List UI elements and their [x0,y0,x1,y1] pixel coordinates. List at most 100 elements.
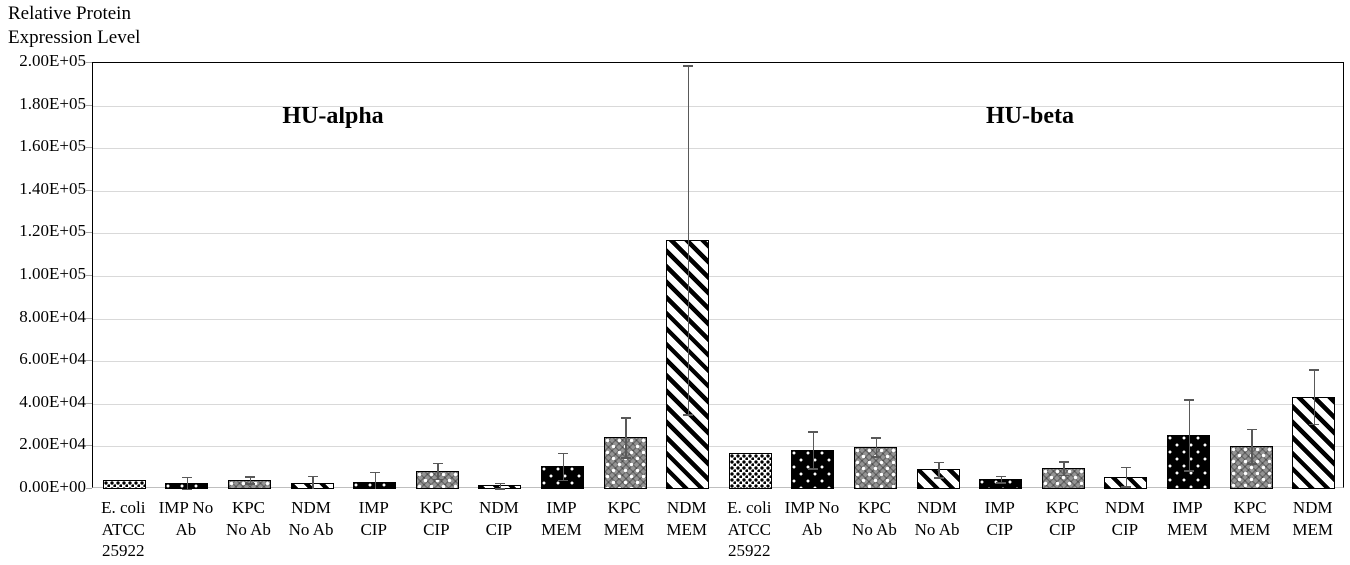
y-axis-tick [86,189,92,191]
x-axis-tick-label-line: NDM [666,498,707,517]
gridline [93,446,1343,448]
y-axis-tick [86,147,92,149]
x-axis-tick-label-line: E. coli [727,498,772,517]
error-bar-cap-top [1184,399,1194,401]
x-axis-tick-label-line: Ab [175,519,197,539]
error-bar-cap-top [933,461,944,464]
gridline [93,105,1343,107]
error-bar-cap-top [558,452,568,455]
y-axis-tick-label: 2.00E+05 [19,51,86,70]
x-axis-tick-label-line: ATCC [727,519,772,539]
error-bar-cap-bottom [933,477,944,479]
x-axis-tick-label-line: NDM [1105,498,1145,517]
x-axis-tick-label-line: MEM [1292,519,1333,539]
error-bar-cap-top [1246,428,1257,430]
y-axis-tick-label: 1.60E+05 [19,136,86,156]
x-axis-tick-label-line: MEM [1167,519,1208,539]
error-bar-cap-top [432,462,443,465]
x-axis-tick-label-line: CIP [1049,519,1076,539]
x-axis-tick-label-line: No Ab [914,519,960,539]
y-axis-tick [86,62,92,63]
error-bar-cap-top [370,471,381,474]
error-bar-cap-top [1058,461,1069,463]
x-axis-tick-label: IMP No Ab [151,497,222,540]
y-axis-tick [86,445,92,447]
error-bar-cap-top [307,475,318,478]
x-axis-tick-label-line: E. coli [101,498,146,517]
x-axis-tick-label-line: KPC [231,498,266,517]
x-axis-tick-label-line: No Ab [852,519,897,539]
gridline [93,403,1343,405]
x-axis-tick-label-line: KPC [419,498,453,517]
bar-hu-alpha-ecoli [102,480,146,489]
error-bar [812,431,815,469]
x-axis-tick-label-line: CIP [360,519,387,539]
gridline [93,318,1343,320]
x-axis-tick-label-line: IMP [984,498,1015,517]
x-axis-tick-label: E. coli ATCC 25922 [714,497,785,562]
error-bar-cap-top [871,437,881,439]
gridline [93,276,1343,277]
x-axis-tick-label-line: IMP No [158,498,214,517]
group-label-hu-alpha: HU-alpha [282,103,384,129]
y-axis-tick [86,402,92,404]
x-axis-tick-label-line: Ab [801,519,823,539]
error-bar-cap-top [495,482,506,485]
x-axis-tick-label-line: KPC [1045,498,1079,517]
error-bar [437,462,439,479]
x-axis-tick-label-line: 25922 [102,541,145,560]
error-bar-cap-top [683,65,694,67]
x-axis-tick-label: NDM CIP [1090,497,1161,540]
error-bar [312,475,314,489]
x-axis-tick-label-line: KPC [607,498,641,517]
error-bar-cap-bottom [1121,486,1132,488]
y-axis-tick-label: 4.00E+04 [19,391,86,411]
y-axis-tick-label: 2.00E+04 [19,434,86,454]
error-bar-cap-top [182,476,193,479]
x-axis-tick-label-line: IMP [1172,498,1203,517]
y-axis-tick-label: 8.00E+04 [19,306,86,326]
error-bar-cap-bottom [620,457,631,459]
error-bar [1000,475,1003,483]
x-axis-tick-label: KPC MEM [1215,497,1286,540]
error-bar [938,461,940,478]
x-axis-tick-label-line: MEM [666,519,707,539]
error-bar [374,471,377,489]
plot-area: HU-alpha HU-beta [92,62,1344,491]
x-axis-tick-label-line: IMP [358,498,389,517]
error-bar-cap-bottom [683,414,694,416]
error-bar-cap-bottom [1058,474,1069,477]
x-axis-tick-label: E. coli ATCC 25922 [88,497,159,562]
gridline [93,233,1343,235]
x-axis-tick-label-line: KPC [857,498,892,517]
y-axis-tick-label: 1.00E+05 [19,264,86,283]
x-axis-tick-label-line: ATCC [101,519,146,539]
chart-title: Relative Protein Expression Level [8,2,140,50]
error-bar [1063,461,1065,475]
x-axis-tick-label: KPC CIP [401,497,472,540]
chart-title-line-1: Relative Protein [8,3,131,24]
x-axis-tick-label-line: NDM [917,498,957,517]
x-axis-tick-label-line: NDM [1292,498,1333,517]
x-axis-tick-label-line: MEM [541,519,582,539]
error-bar-cap-bottom [495,488,506,490]
bar-hu-beta-ecoli [728,452,772,489]
x-axis-tick-label: KPC MEM [589,497,660,540]
error-bar-cap-bottom [558,479,568,482]
bar-hu-beta-kpc [1229,445,1273,489]
error-bar [186,476,189,489]
error-bar [249,476,251,484]
error-bar-cap-bottom [182,488,193,491]
x-axis-tick-label: KPC No Ab [839,497,910,540]
x-axis-tick-label-line: No Ab [226,519,271,539]
x-axis-tick-label: IMP MEM [526,497,597,540]
error-bar-cap-bottom [871,456,881,458]
x-axis-tick-label-line: IMP No [784,498,840,517]
x-axis-tick-label-line: CIP [485,519,513,539]
x-axis-tick-label-line: No Ab [288,519,334,539]
error-bar-cap-bottom [432,478,443,481]
error-bar-cap-top [1309,369,1320,371]
y-axis-tick-label: 6.00E+04 [19,349,86,369]
x-axis-tick-label-line: NDM [479,498,519,517]
